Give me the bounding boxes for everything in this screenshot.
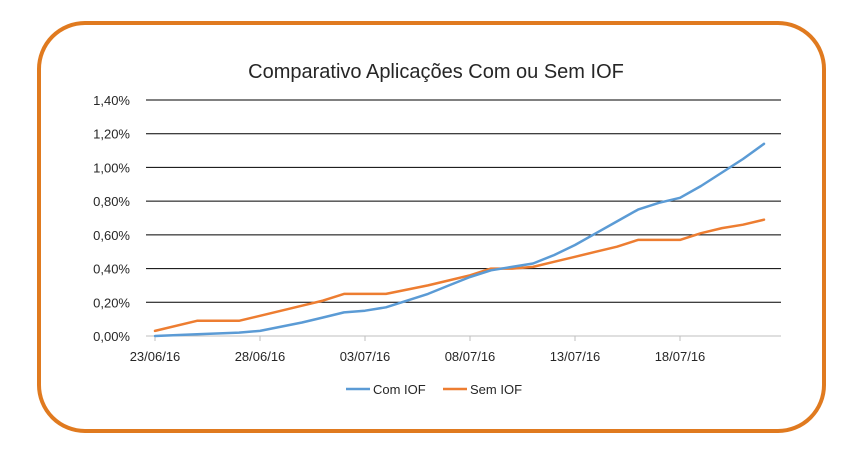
legend: Com IOF Sem IOF [346, 382, 522, 397]
x-tick-label: 08/07/16 [445, 349, 496, 364]
y-tick-label: 0,20% [93, 295, 130, 310]
y-tick-label: 0,60% [93, 228, 130, 243]
legend-label-com-iof: Com IOF [373, 382, 426, 397]
y-tick-label: 0,80% [93, 194, 130, 209]
y-tick-label: 1,20% [93, 127, 130, 142]
x-tick-label: 03/07/16 [340, 349, 391, 364]
legend-label-sem-iof: Sem IOF [470, 382, 522, 397]
y-tick-label: 1,40% [93, 93, 130, 108]
y-axis-ticks: 0,00% 0,20% 0,40% 0,60% 0,80% 1,00% 1,20% 1,40% [93, 93, 130, 344]
y-tick-label: 0,40% [93, 262, 130, 277]
gridlines [146, 99, 781, 337]
x-axis-ticks: 23/06/16 28/06/16 03/07/16 08/07/16 13/07/16… [130, 336, 706, 364]
y-tick-label: 1,00% [93, 160, 130, 175]
series-lines [153, 142, 766, 338]
chart-frame [37, 21, 826, 433]
x-tick-label: 23/06/16 [130, 349, 181, 364]
chart-title: Comparativo Aplicações Com ou Sem IOF [248, 61, 624, 83]
series-line-com-iof [153, 142, 766, 338]
y-tick-label: 0,00% [93, 329, 130, 344]
series-line-sem-iof [153, 218, 766, 333]
x-tick-label: 18/07/16 [655, 349, 706, 364]
x-tick-label: 28/06/16 [235, 349, 286, 364]
x-tick-label: 13/07/16 [550, 349, 601, 364]
